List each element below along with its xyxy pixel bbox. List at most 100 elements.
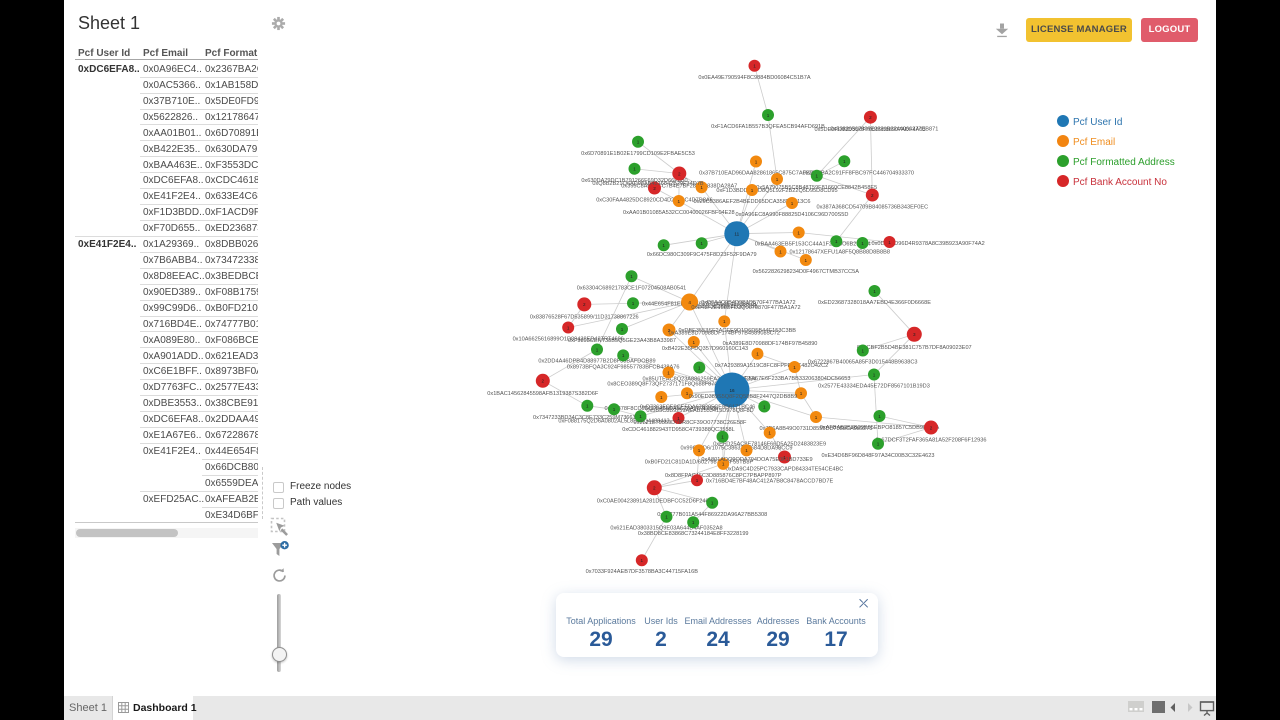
svg-text:0xB422E35FDQ357D960160C143: 0xB422E35FDQ357D960160C143 xyxy=(662,346,748,352)
svg-text:1: 1 xyxy=(756,352,759,357)
svg-text:0xE1A67E6F233BA7BB332063804DC5: 0xE1A67E6F233BA7BB332063804DC56653 xyxy=(739,376,851,382)
svg-text:0x5B5C8B9259AEAB2553415D978Q8F: 0x5B5C8B9259AEAB2553415D978Q8F8D xyxy=(646,408,753,414)
svg-text:0x66DC980C309F9C475F8D23F52F9D: 0x66DC980C309F9C475F8D23F52F9DA79 xyxy=(647,252,757,258)
svg-text:2: 2 xyxy=(871,193,874,198)
svg-text:0xD7363FCE0CEFDA678205CE9B6171: 0xD7363FCE0CEFDA678205CE9B6171BC46 xyxy=(640,405,755,411)
svg-text:0x0EA49E790594F8C9884BD06084C5: 0x0EA49E790594F8C9884BD06084C51B7A xyxy=(698,75,811,81)
svg-text:1: 1 xyxy=(888,240,891,245)
svg-text:1: 1 xyxy=(700,241,703,246)
svg-text:0xF1D3BDD8FPD8Q5L92F2B22Q5D95D: 0xF1D3BDD8FPD8Q5L92F2B22Q5D95D8CD95 xyxy=(716,188,837,194)
svg-text:1: 1 xyxy=(621,327,624,332)
svg-text:0x5622826298234D0F4967CTMB37CC: 0x5622826298234D0F4967CTMB37CC5A xyxy=(753,269,860,275)
svg-text:1: 1 xyxy=(816,174,819,179)
svg-text:0x7A29389A1519C8FC8FPFF77C482O: 0x7A29389A1519C8FC8FPFF77C482O42C2 xyxy=(715,363,829,369)
svg-text:1: 1 xyxy=(755,159,758,164)
svg-text:1: 1 xyxy=(622,353,625,358)
svg-text:0x0A96EC8A990F88825D4106C96D70: 0x0A96EC8A990F88825D4106C96D700S5D xyxy=(736,212,849,218)
svg-text:1: 1 xyxy=(815,415,818,420)
svg-text:0x7033F924AEB7DF3578BA3C44715F: 0x7033F924AEB7DF3578BA3C44715FA16B xyxy=(586,569,699,575)
svg-text:1: 1 xyxy=(665,515,668,520)
svg-text:1: 1 xyxy=(805,258,808,263)
svg-text:0xAFBAB2B3B29B85EBPO81857C5DB9: 0xAFBAB2B3B29B85EBPO81857C5DB98888A xyxy=(820,425,940,431)
svg-text:0x53829567899E2831B3244066277E: 0x53829567899E2831B3244066277EB871 xyxy=(830,127,938,133)
svg-text:0xF9893CENT38B5Q5GE23A43B8A339: 0xF9893CENT38B5Q5GE23A43B8A33987 xyxy=(568,338,676,344)
svg-text:1: 1 xyxy=(632,301,635,306)
svg-text:1: 1 xyxy=(873,289,876,294)
svg-text:1: 1 xyxy=(753,64,756,69)
svg-text:0x387A368CD54709B84085736B343E: 0x387A368CD54709B84085736B343EF0EC xyxy=(816,205,928,211)
svg-text:0xCDC461882943TD958C4739388QC3: 0xCDC461882943TD958C4739388QC3558L xyxy=(622,427,735,433)
svg-text:1: 1 xyxy=(873,372,876,377)
svg-text:0x10A6625616899O1D89438ED42TRT: 0x10A6625616899O1D89438ED42TRT4696 xyxy=(513,337,624,343)
svg-text:0x7B6A8B49O0731D8555DD7358CA98: 0x7B6A8B49O0731D8555DD7358CA989275 xyxy=(760,426,873,432)
svg-text:0x2DD4A46DPB4D88977B2D8F38BAFD: 0x2DD4A46DPB4D88977B2D8F38BAFDOB89 xyxy=(538,359,655,365)
svg-text:1: 1 xyxy=(767,113,770,118)
svg-text:1: 1 xyxy=(696,478,699,483)
svg-text:0x38BD8CE83868C73244184E8FF322: 0x38BD8CE83868C73244184E8FF3228199 xyxy=(638,531,749,537)
svg-text:1: 1 xyxy=(835,239,838,244)
svg-text:2: 2 xyxy=(668,328,671,333)
svg-text:1: 1 xyxy=(630,274,633,279)
svg-text:0x0D04FD96D4R9378A8C39B923A90F: 0x0D04FD96D4R9378A8C39B923A90F74A2 xyxy=(872,241,985,247)
svg-text:1: 1 xyxy=(783,455,786,460)
svg-text:2: 2 xyxy=(653,486,656,491)
svg-text:1: 1 xyxy=(639,414,642,419)
svg-text:0xE34D6BF96D848F97A34C00B3C32E: 0xE34D6BF96D848F97A34C00B3C32E4623 xyxy=(822,453,935,459)
svg-text:0x26C5386AEF2B4BEDD65DCA358DC2: 0x26C5386AEF2B4BEDD65DCA358DC213C6 xyxy=(694,199,811,205)
svg-text:1: 1 xyxy=(633,167,636,172)
svg-text:0xDA9C4D25PC7933CAPD84334TE54C: 0xDA9C4D25PC7933CAPD84334TE54CE4BC xyxy=(726,467,844,473)
svg-text:1: 1 xyxy=(693,340,696,345)
svg-text:1: 1 xyxy=(779,249,782,254)
svg-text:1: 1 xyxy=(660,395,663,400)
svg-text:1: 1 xyxy=(763,404,766,409)
svg-text:0x2367BA2C91FF8FBC97FC44670493: 0x2367BA2C91FF8FBC97FC446704933370 xyxy=(803,170,914,176)
svg-text:1: 1 xyxy=(768,431,771,436)
svg-text:0x44E654F81ED71HE637FDAAAE4833: 0x44E654F81ED71HE637FDAAAE48338B7B xyxy=(642,301,757,307)
svg-text:0x37B710EAD96DAA82861865C875C7: 0x37B710EAD96DAA82861865C875C7AFB2 xyxy=(699,171,813,177)
svg-text:0x99C99D6/1075C38632AF684D8DA9: 0x99C99D6/1075C38632AF684D8DA98CC9 xyxy=(681,446,793,452)
svg-text:1: 1 xyxy=(797,230,800,235)
svg-text:1: 1 xyxy=(776,177,779,182)
svg-text:2: 2 xyxy=(869,115,872,120)
svg-text:0x1BAC14562845598AFB1319387S38: 0x1BAC14562845598AFB1319387S382D6F xyxy=(487,391,599,397)
svg-text:0x12178647XEFU1A8F5Q8B88D8B8B8: 0x12178647XEFU1A8F5Q8B88D8B8B8 xyxy=(790,250,890,256)
svg-text:1: 1 xyxy=(791,201,794,206)
svg-text:2: 2 xyxy=(542,379,545,384)
svg-text:1: 1 xyxy=(861,241,864,246)
svg-text:0xAA01B01085A532CC00400026FBF0: 0xAA01B01085A532CC00400026FBF04E28 xyxy=(623,210,735,216)
svg-text:1: 1 xyxy=(745,448,748,453)
svg-text:1: 1 xyxy=(877,442,880,447)
svg-text:0xF1ACD6FA1B557B3QFEA5CB94AFD6: 0xF1ACD6FA1B557B3QFEA5CB94AFD691B xyxy=(711,124,825,130)
svg-text:0xEFD25AC8E78146F66D5A25D24838: 0xEFD25AC8E78146F66D5A25D2483823E9 xyxy=(713,442,826,448)
svg-text:1: 1 xyxy=(793,365,796,370)
svg-text:0xACBF2B5D4BE381C757B7DF8A0902: 0xACBF2B5D4BE381C757B7DF8A09023E07 xyxy=(857,345,972,351)
svg-text:1: 1 xyxy=(667,370,670,375)
svg-text:0xE41F2E458BFD3Q0670870F477BA1: 0xE41F2E458BFD3Q0670870F477BA1A72 xyxy=(691,305,800,311)
svg-text:3: 3 xyxy=(913,332,916,337)
svg-text:0x7347233BD34C3C8E733C259M7366: 0x7347233BD34C3C8E733C259M73661J1 xyxy=(533,415,642,421)
svg-text:1: 1 xyxy=(700,185,703,190)
svg-text:1: 1 xyxy=(678,199,681,204)
svg-text:1: 1 xyxy=(698,365,701,370)
svg-text:2: 2 xyxy=(583,302,586,307)
svg-text:0xA389E8D70988DF174BF97B45890: 0xA389E8D70988DF174BF97B45890 xyxy=(723,341,818,347)
svg-text:1: 1 xyxy=(692,520,695,525)
svg-text:0x5A79075B5C8B48T59F81660CE884: 0x5A79075B5C8B48T59F81660CE8842B458E5 xyxy=(756,185,877,191)
svg-text:0x621EAD3803315Q9E03A644B4AF03: 0x621EAD3803315Q9E03A644B4AF0352A8 xyxy=(610,526,722,532)
svg-text:2: 2 xyxy=(930,425,933,430)
svg-text:1: 1 xyxy=(662,243,665,248)
svg-text:0xF088175Q2D6A0802AL5L8D63Q448: 0xF088175Q2D6A0802AL5L8D63Q4488413 xyxy=(558,418,669,424)
svg-text:1: 1 xyxy=(862,348,865,353)
svg-text:0x2L21E79359D7BR8CF39O07738C26: 0x2L21E79359D7BR8CF39O07738C26E58F xyxy=(634,420,747,426)
svg-text:0xED23687328018AA7EBD4E366F0D6: 0xED23687328018AA7EBD4E366F0D6668E xyxy=(818,300,931,306)
svg-text:1: 1 xyxy=(721,435,724,440)
svg-text:0xDBE3553SF2ACEE9D1D6D5B44E153: 0xDBE3553SF2ACEE9D1D6D5B44E153C3BB xyxy=(679,328,797,334)
svg-text:16: 16 xyxy=(729,388,735,393)
svg-text:1: 1 xyxy=(878,414,881,419)
svg-text:0xD6A4C9B4D9B1D570F477BA1A72: 0xD6A4C9B4D9B1D570F477BA1A72 xyxy=(701,300,796,306)
svg-text:0xA389E8D70988DF174BF97B458908: 0xA389E8D70988DF174BF97B4589085C72 xyxy=(669,330,780,336)
svg-text:0x6D70891E1B02E1799CD109E2FBAE: 0x6D70891E1B02E1799CD109E2FBAE5C53 xyxy=(581,151,695,157)
svg-text:1: 1 xyxy=(596,347,599,352)
svg-text:1: 1 xyxy=(751,188,754,193)
svg-text:2: 2 xyxy=(678,171,681,176)
